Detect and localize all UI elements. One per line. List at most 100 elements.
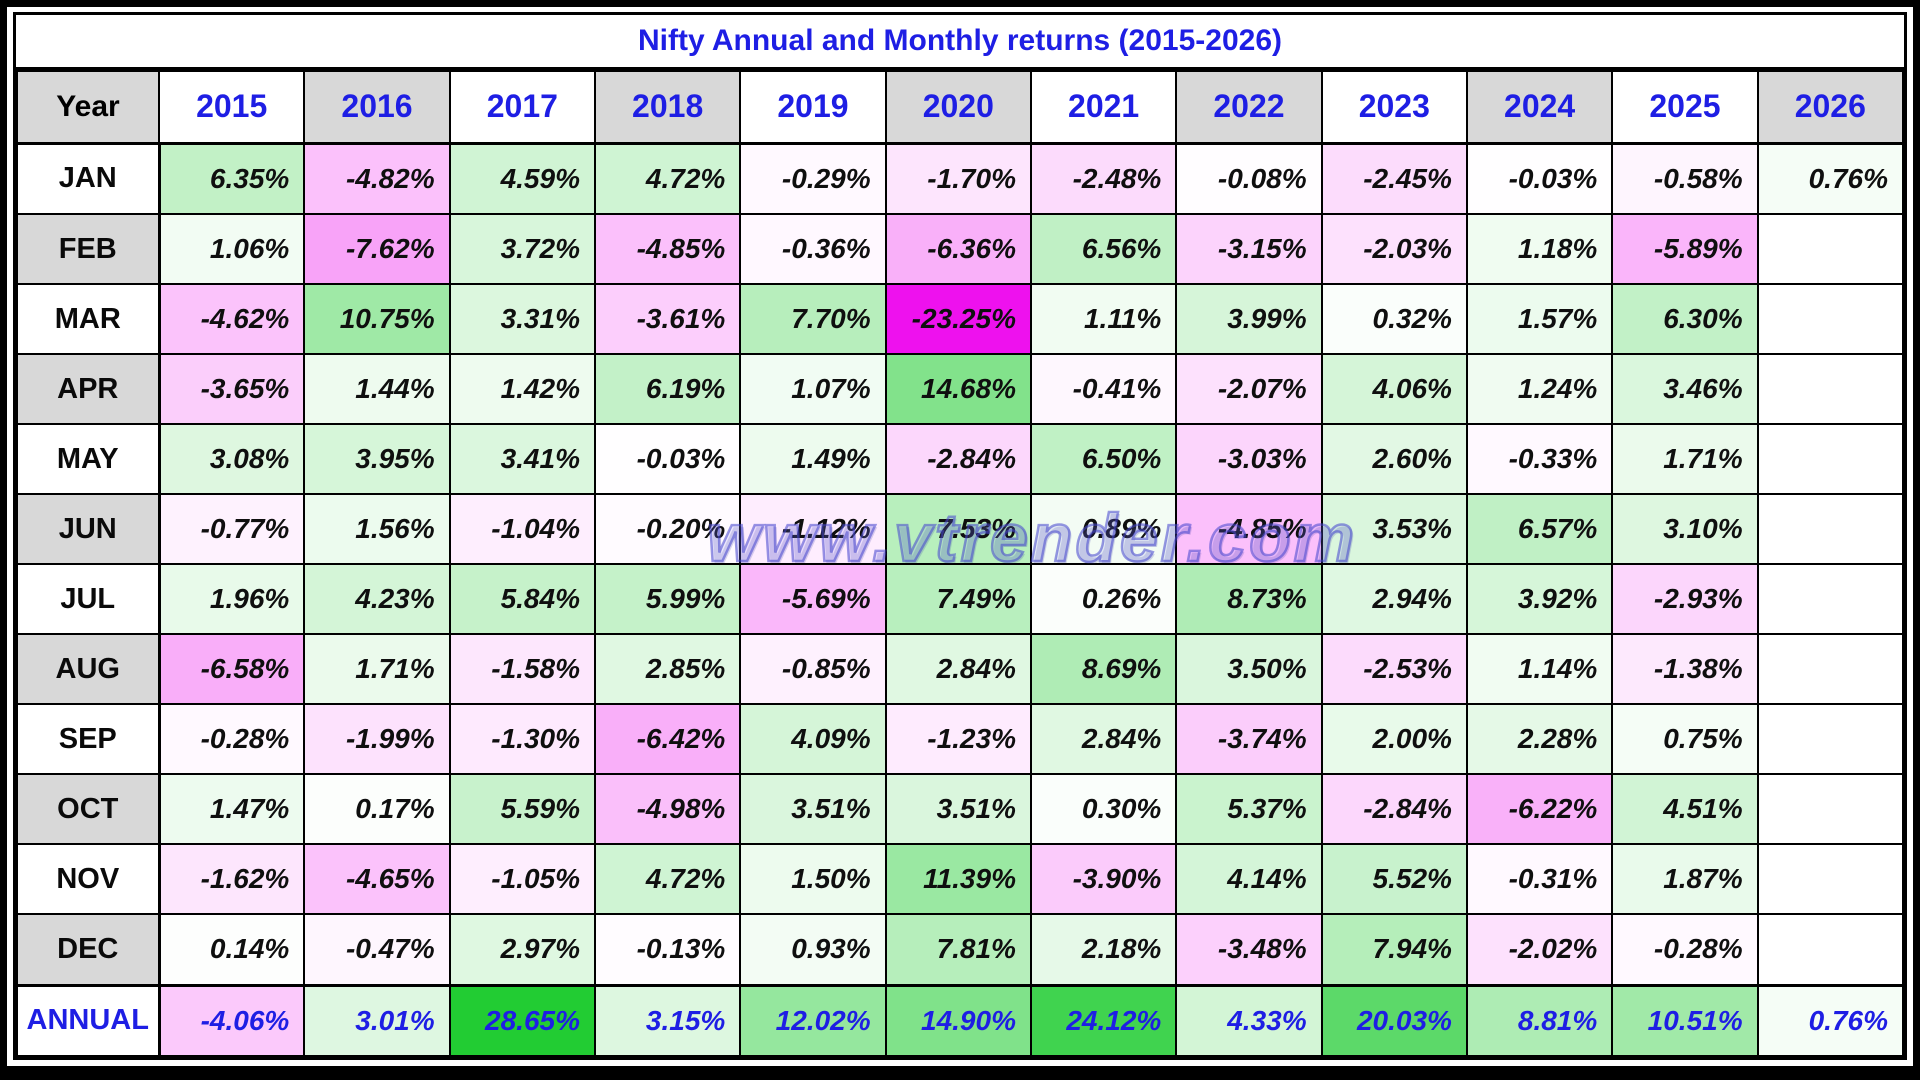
cell-feb-2025: -5.89% [1611, 213, 1759, 285]
cell-dec-2026 [1756, 913, 1905, 986]
cell-oct-2023: -2.84% [1320, 773, 1468, 845]
cell-annual-2026: 0.76% [1756, 983, 1905, 1057]
returns-table: Year 2015 2016 2017 2018 2019 2020 2021 2022 2023… [16, 70, 1905, 1057]
cell-apr-2020: 14.68% [884, 353, 1032, 425]
year-header-row: Year 2015 2016 2017 2018 2019 2020 2021 2022 2023… [16, 70, 1905, 145]
year-header-2018: 2018 [593, 70, 742, 145]
cell-aug-2023: -2.53% [1320, 633, 1468, 705]
cell-dec-2025: -0.28% [1611, 913, 1759, 986]
monthly-returns-body: JAN 6.35% -4.82% 4.59% 4.72% -0.29% -1.70% -2.4… [16, 142, 1905, 1057]
cell-sep-2022: -3.74% [1175, 703, 1323, 775]
cell-jun-2026 [1756, 493, 1905, 565]
year-header-2016: 2016 [303, 70, 451, 145]
cell-mar-2026 [1756, 283, 1905, 355]
cell-aug-2026 [1756, 633, 1905, 705]
cell-jul-2025: -2.93% [1611, 563, 1759, 635]
cell-dec-2015: 0.14% [157, 913, 306, 986]
cell-jul-2017: 5.84% [448, 563, 596, 635]
cell-aug-2024: 1.14% [1465, 633, 1614, 705]
row-oct: OCT 1.47% 0.17% 5.59% -4.98% 3.51% 3.51% 0.30% 5… [16, 773, 1905, 845]
cell-may-2015: 3.08% [157, 423, 306, 495]
cell-oct-2022: 5.37% [1175, 773, 1323, 845]
title-bar: Nifty Annual and Monthly returns (2015-2… [16, 15, 1904, 70]
cell-jan-2025: -0.58% [1611, 142, 1759, 215]
cell-mar-2015: -4.62% [157, 283, 306, 355]
year-header-2019: 2019 [739, 70, 887, 145]
cell-annual-2025: 10.51% [1611, 983, 1759, 1057]
cell-jan-2019: -0.29% [739, 142, 887, 215]
cell-sep-2019: 4.09% [739, 703, 887, 775]
row-may: MAY 3.08% 3.95% 3.41% -0.03% 1.49% -2.84% 6.50%… [16, 423, 1905, 495]
cell-jun-2025: 3.10% [1611, 493, 1759, 565]
year-header-2017: 2017 [448, 70, 596, 145]
cell-aug-2018: 2.85% [593, 633, 742, 705]
cell-jul-2016: 4.23% [303, 563, 451, 635]
cell-oct-2019: 3.51% [739, 773, 887, 845]
cell-aug-2016: 1.71% [303, 633, 451, 705]
cell-jul-2021: 0.26% [1029, 563, 1178, 635]
cell-dec-2024: -2.02% [1465, 913, 1614, 986]
cell-apr-2021: -0.41% [1029, 353, 1178, 425]
month-label-aug: AUG [16, 633, 161, 705]
cell-oct-2026 [1756, 773, 1905, 845]
cell-jan-2023: -2.45% [1320, 142, 1468, 215]
cell-feb-2023: -2.03% [1320, 213, 1468, 285]
cell-feb-2015: 1.06% [157, 213, 306, 285]
cell-mar-2025: 6.30% [1611, 283, 1759, 355]
cell-mar-2024: 1.57% [1465, 283, 1614, 355]
row-aug: AUG -6.58% 1.71% -1.58% 2.85% -0.85% 2.84% 8.69… [16, 633, 1905, 705]
cell-jun-2015: -0.77% [157, 493, 306, 565]
cell-may-2017: 3.41% [448, 423, 596, 495]
row-nov: NOV -1.62% -4.65% -1.05% 4.72% 1.50% 11.39% -3.… [16, 843, 1905, 915]
cell-sep-2020: -1.23% [884, 703, 1032, 775]
cell-may-2023: 2.60% [1320, 423, 1468, 495]
cell-jun-2017: -1.04% [448, 493, 596, 565]
cell-apr-2016: 1.44% [303, 353, 451, 425]
cell-dec-2016: -0.47% [303, 913, 451, 986]
cell-may-2016: 3.95% [303, 423, 451, 495]
cell-jul-2020: 7.49% [884, 563, 1032, 635]
cell-nov-2019: 1.50% [739, 843, 887, 915]
cell-jun-2018: -0.20% [593, 493, 742, 565]
cell-jan-2024: -0.03% [1465, 142, 1614, 215]
cell-jun-2022: -4.85% [1175, 493, 1323, 565]
row-apr: APR -3.65% 1.44% 1.42% 6.19% 1.07% 14.68% -0.41… [16, 353, 1905, 425]
cell-sep-2017: -1.30% [448, 703, 596, 775]
cell-dec-2023: 7.94% [1320, 913, 1468, 986]
cell-nov-2020: 11.39% [884, 843, 1032, 915]
cell-jun-2024: 6.57% [1465, 493, 1614, 565]
year-header-2025: 2025 [1611, 70, 1759, 145]
cell-sep-2025: 0.75% [1611, 703, 1759, 775]
cell-jan-2017: 4.59% [448, 142, 596, 215]
cell-feb-2022: -3.15% [1175, 213, 1323, 285]
year-header-2024: 2024 [1465, 70, 1614, 145]
cell-jul-2026 [1756, 563, 1905, 635]
cell-jan-2020: -1.70% [884, 142, 1032, 215]
cell-apr-2026 [1756, 353, 1905, 425]
month-label-oct: OCT [16, 773, 161, 845]
cell-may-2025: 1.71% [1611, 423, 1759, 495]
cell-apr-2023: 4.06% [1320, 353, 1468, 425]
year-header-2026: 2026 [1756, 70, 1905, 145]
row-jan: JAN 6.35% -4.82% 4.59% 4.72% -0.29% -1.70% -2.4… [16, 142, 1905, 215]
cell-feb-2019: -0.36% [739, 213, 887, 285]
cell-nov-2015: -1.62% [157, 843, 306, 915]
cell-apr-2025: 3.46% [1611, 353, 1759, 425]
cell-apr-2018: 6.19% [593, 353, 742, 425]
cell-jan-2022: -0.08% [1175, 142, 1323, 215]
cell-may-2026 [1756, 423, 1905, 495]
month-label-jun: JUN [16, 493, 161, 565]
cell-nov-2016: -4.65% [303, 843, 451, 915]
row-sep: SEP -0.28% -1.99% -1.30% -6.42% 4.09% -1.23% 2.… [16, 703, 1905, 775]
cell-dec-2018: -0.13% [593, 913, 742, 986]
cell-mar-2022: 3.99% [1175, 283, 1323, 355]
cell-feb-2017: 3.72% [448, 213, 596, 285]
cell-oct-2016: 0.17% [303, 773, 451, 845]
cell-annual-2023: 20.03% [1320, 983, 1468, 1057]
month-label-apr: APR [16, 353, 161, 425]
returns-grid-frame: Nifty Annual and Monthly returns (2015-2… [13, 12, 1907, 1060]
cell-mar-2019: 7.70% [739, 283, 887, 355]
cell-annual-2015: -4.06% [157, 983, 306, 1057]
cell-oct-2021: 0.30% [1029, 773, 1178, 845]
cell-apr-2015: -3.65% [157, 353, 306, 425]
